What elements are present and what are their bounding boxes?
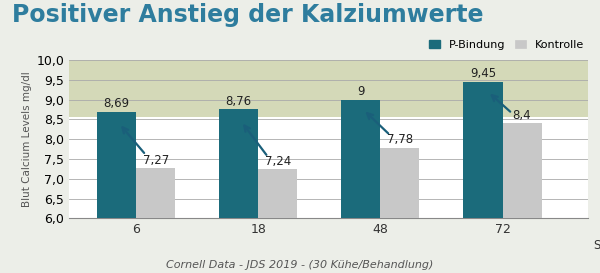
Text: 8,4: 8,4 — [513, 109, 532, 122]
Text: 7,78: 7,78 — [387, 133, 413, 146]
Text: 9: 9 — [357, 85, 365, 98]
Bar — [97, 112, 136, 218]
Text: Stunden: Stunden — [593, 239, 600, 252]
Bar — [136, 168, 175, 218]
Legend: P-Bindung, Kontrolle: P-Bindung, Kontrolle — [425, 35, 589, 55]
Text: 7,24: 7,24 — [265, 155, 291, 168]
Text: 7,27: 7,27 — [143, 153, 169, 167]
Text: 9,45: 9,45 — [470, 67, 496, 80]
Bar — [69, 60, 588, 117]
Text: 8,69: 8,69 — [104, 97, 130, 110]
Text: 8,76: 8,76 — [226, 94, 252, 108]
Bar — [463, 82, 503, 218]
Bar — [380, 148, 419, 218]
Text: Positiver Anstieg der Kalziumwerte: Positiver Anstieg der Kalziumwerte — [12, 3, 484, 27]
Bar — [258, 169, 298, 218]
Bar — [503, 123, 542, 218]
Bar — [219, 109, 258, 218]
Bar — [341, 100, 380, 218]
Text: Cornell Data - JDS 2019 - (30 Kühe/Behandlung): Cornell Data - JDS 2019 - (30 Kühe/Behan… — [166, 260, 434, 270]
Y-axis label: Blut Calcium Levels mg/dl: Blut Calcium Levels mg/dl — [22, 71, 32, 207]
